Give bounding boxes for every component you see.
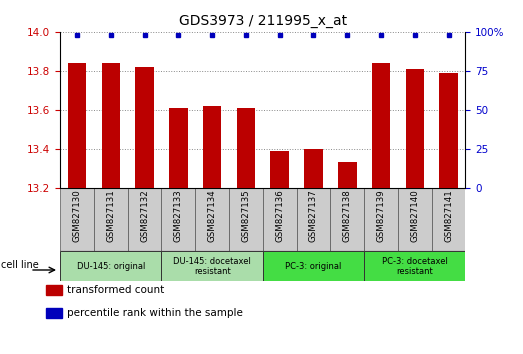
Bar (46, 285, 62, 295)
FancyBboxPatch shape (263, 188, 297, 251)
FancyBboxPatch shape (162, 188, 195, 251)
Text: GSM827134: GSM827134 (208, 189, 217, 242)
Bar (405, 69, 424, 188)
Text: GSM827135: GSM827135 (242, 189, 251, 242)
FancyBboxPatch shape (364, 188, 398, 251)
FancyBboxPatch shape (195, 188, 229, 251)
Bar (169, 108, 188, 188)
Bar (101, 63, 120, 188)
Text: GSM827138: GSM827138 (343, 189, 352, 242)
FancyBboxPatch shape (331, 188, 364, 251)
Text: GSM827139: GSM827139 (377, 189, 385, 242)
Text: percentile rank within the sample: percentile rank within the sample (66, 308, 243, 318)
FancyBboxPatch shape (94, 188, 128, 251)
Bar (270, 151, 289, 188)
Title: GDS3973 / 211995_x_at: GDS3973 / 211995_x_at (179, 14, 347, 28)
Text: GSM827137: GSM827137 (309, 189, 318, 242)
Text: DU-145: original: DU-145: original (77, 262, 145, 271)
Text: DU-145: docetaxel
resistant: DU-145: docetaxel resistant (173, 257, 251, 276)
Text: GSM827131: GSM827131 (106, 189, 115, 242)
Bar (372, 63, 390, 188)
FancyBboxPatch shape (297, 188, 331, 251)
Text: transformed count: transformed count (66, 285, 164, 295)
Text: cell line: cell line (1, 261, 39, 270)
Bar (338, 162, 357, 188)
Bar (236, 108, 255, 188)
FancyBboxPatch shape (162, 251, 263, 281)
Bar (203, 106, 221, 188)
Text: GSM827141: GSM827141 (444, 189, 453, 242)
FancyBboxPatch shape (229, 188, 263, 251)
FancyBboxPatch shape (398, 188, 431, 251)
Text: GSM827136: GSM827136 (275, 189, 284, 242)
Text: GSM827132: GSM827132 (140, 189, 149, 242)
Bar (304, 149, 323, 188)
FancyBboxPatch shape (431, 188, 465, 251)
Text: GSM827133: GSM827133 (174, 189, 183, 242)
FancyBboxPatch shape (263, 251, 364, 281)
Text: GSM827130: GSM827130 (73, 189, 82, 242)
Text: PC-3: original: PC-3: original (285, 262, 342, 271)
FancyBboxPatch shape (60, 251, 162, 281)
Text: PC-3: docetaxel
resistant: PC-3: docetaxel resistant (382, 257, 448, 276)
Bar (46, 308, 62, 318)
FancyBboxPatch shape (128, 188, 162, 251)
Bar (68, 63, 86, 188)
Bar (439, 73, 458, 188)
Text: GSM827140: GSM827140 (411, 189, 419, 242)
FancyBboxPatch shape (60, 188, 94, 251)
FancyBboxPatch shape (364, 251, 465, 281)
Bar (135, 67, 154, 188)
